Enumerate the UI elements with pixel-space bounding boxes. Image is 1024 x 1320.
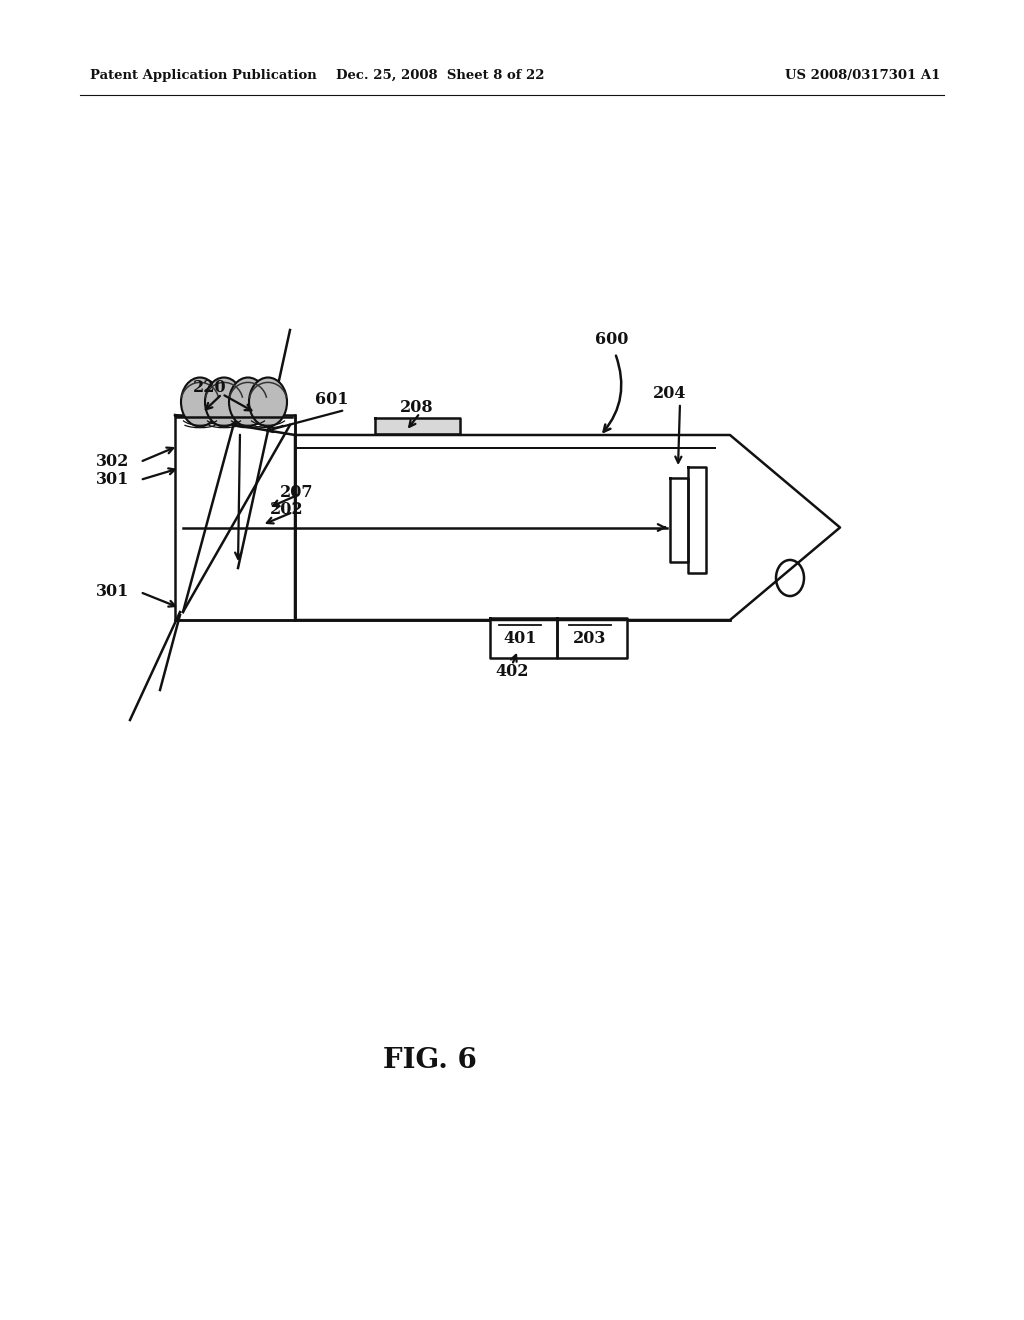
FancyArrowPatch shape xyxy=(603,355,622,432)
Polygon shape xyxy=(688,467,706,573)
FancyArrowPatch shape xyxy=(236,434,242,558)
Text: 204: 204 xyxy=(653,384,686,401)
Text: FIG. 6: FIG. 6 xyxy=(383,1047,477,1073)
Circle shape xyxy=(205,378,243,426)
Text: 402: 402 xyxy=(496,664,528,681)
FancyArrowPatch shape xyxy=(657,524,666,531)
Text: 301: 301 xyxy=(96,471,129,488)
FancyArrowPatch shape xyxy=(142,469,175,479)
Text: 600: 600 xyxy=(595,331,629,348)
Polygon shape xyxy=(670,478,688,562)
Text: 208: 208 xyxy=(400,400,433,417)
Text: 202: 202 xyxy=(270,502,304,519)
Text: 401: 401 xyxy=(503,630,537,647)
FancyArrowPatch shape xyxy=(410,416,418,426)
Text: 301: 301 xyxy=(96,583,129,601)
FancyArrowPatch shape xyxy=(511,655,516,663)
FancyArrowPatch shape xyxy=(206,396,220,409)
FancyArrowPatch shape xyxy=(224,396,251,411)
Circle shape xyxy=(181,378,219,426)
Text: 207: 207 xyxy=(280,483,313,500)
Polygon shape xyxy=(175,414,295,620)
FancyArrowPatch shape xyxy=(142,447,173,461)
Polygon shape xyxy=(557,618,627,657)
Circle shape xyxy=(229,378,267,426)
Polygon shape xyxy=(295,436,840,620)
FancyArrowPatch shape xyxy=(675,405,681,463)
FancyArrowPatch shape xyxy=(142,593,175,607)
Circle shape xyxy=(249,378,287,426)
Text: Dec. 25, 2008  Sheet 8 of 22: Dec. 25, 2008 Sheet 8 of 22 xyxy=(336,69,544,82)
Polygon shape xyxy=(375,418,460,434)
Text: 203: 203 xyxy=(573,630,606,647)
Polygon shape xyxy=(490,618,557,657)
FancyArrowPatch shape xyxy=(267,513,291,524)
Text: 302: 302 xyxy=(96,454,129,470)
Text: US 2008/0317301 A1: US 2008/0317301 A1 xyxy=(784,69,940,82)
Text: Patent Application Publication: Patent Application Publication xyxy=(90,69,316,82)
FancyArrowPatch shape xyxy=(267,411,342,432)
Text: 601: 601 xyxy=(315,392,348,408)
Text: 220: 220 xyxy=(193,380,226,396)
FancyArrowPatch shape xyxy=(272,495,297,507)
